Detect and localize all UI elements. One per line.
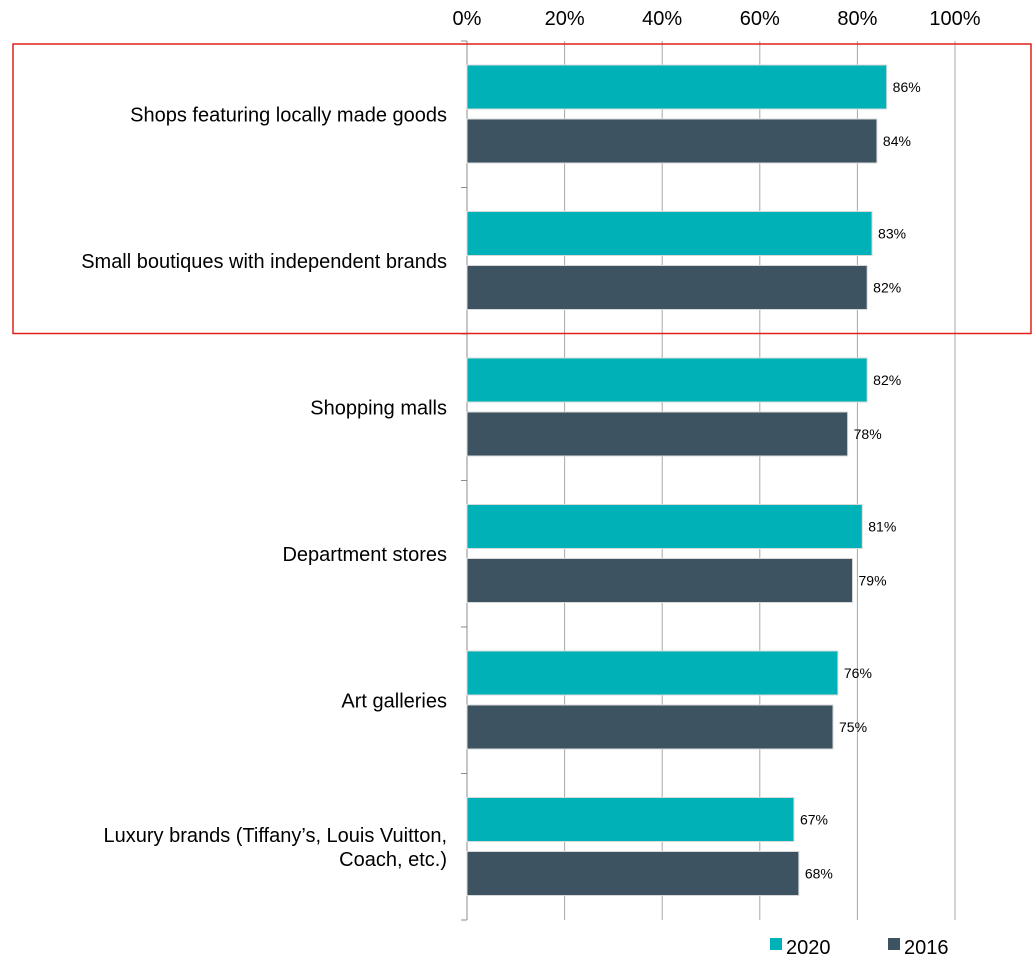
bars: 86% 84% 83% 82% 82% 78% 81% 79% 76% 75% 67% 68% bbox=[466, 64, 921, 896]
bar-2016-2 bbox=[466, 411, 849, 457]
legend-label: 2016 bbox=[904, 937, 949, 959]
category-label: Shopping malls bbox=[310, 397, 447, 419]
category-label: Department stores bbox=[282, 544, 447, 566]
x-tick-label: 80% bbox=[837, 8, 877, 30]
category-label: Luxury brands (Tiffany’s, Louis Vuitton,… bbox=[103, 825, 447, 871]
bar-2016-0 bbox=[466, 118, 878, 164]
data-label: 78% bbox=[854, 426, 882, 442]
x-tick-label: 0% bbox=[453, 8, 482, 30]
axis: 0% 20% 40% 60% 80% 100% bbox=[453, 8, 981, 921]
data-label: 67% bbox=[800, 812, 828, 828]
x-tick-label: 60% bbox=[740, 8, 780, 30]
category-label: Art galleries bbox=[341, 690, 447, 712]
data-label: 79% bbox=[859, 573, 887, 589]
highlight-box bbox=[12, 43, 1032, 335]
legend-swatch-2020 bbox=[770, 938, 782, 950]
bar-2020-2 bbox=[466, 357, 868, 403]
category-labels: Shops featuring locally made goods Small … bbox=[81, 104, 447, 871]
category-label: Small boutiques with independent brands bbox=[81, 251, 447, 273]
bar-2016-5 bbox=[466, 851, 800, 896]
legend: 2020 2016 bbox=[770, 937, 949, 959]
data-label: 81% bbox=[868, 519, 896, 535]
bar-2020-1 bbox=[466, 211, 873, 256]
x-tick-label: 40% bbox=[642, 8, 682, 30]
x-tick-label: 100% bbox=[929, 8, 980, 30]
data-label: 84% bbox=[883, 133, 911, 149]
bar-2020-3 bbox=[466, 504, 863, 549]
bar-2020-4 bbox=[466, 650, 839, 696]
x-tick-label: 20% bbox=[545, 8, 585, 30]
data-label: 83% bbox=[878, 226, 906, 242]
highlight-box-outline bbox=[12, 43, 1032, 335]
category-label: Shops featuring locally made goods bbox=[130, 104, 447, 126]
data-label: 86% bbox=[893, 79, 921, 95]
data-label: 75% bbox=[839, 719, 867, 735]
data-label: 68% bbox=[805, 866, 833, 882]
legend-swatch-2016 bbox=[888, 938, 900, 950]
data-label: 76% bbox=[844, 665, 872, 681]
data-label: 82% bbox=[873, 372, 901, 388]
data-label: 82% bbox=[873, 280, 901, 296]
bar-2016-1 bbox=[466, 265, 868, 310]
legend-label: 2020 bbox=[786, 937, 831, 959]
bar-2016-4 bbox=[466, 704, 834, 750]
bar-2020-5 bbox=[466, 797, 795, 842]
bar-2016-3 bbox=[466, 558, 854, 603]
bar-2020-0 bbox=[466, 64, 888, 110]
gridlines bbox=[564, 41, 956, 920]
